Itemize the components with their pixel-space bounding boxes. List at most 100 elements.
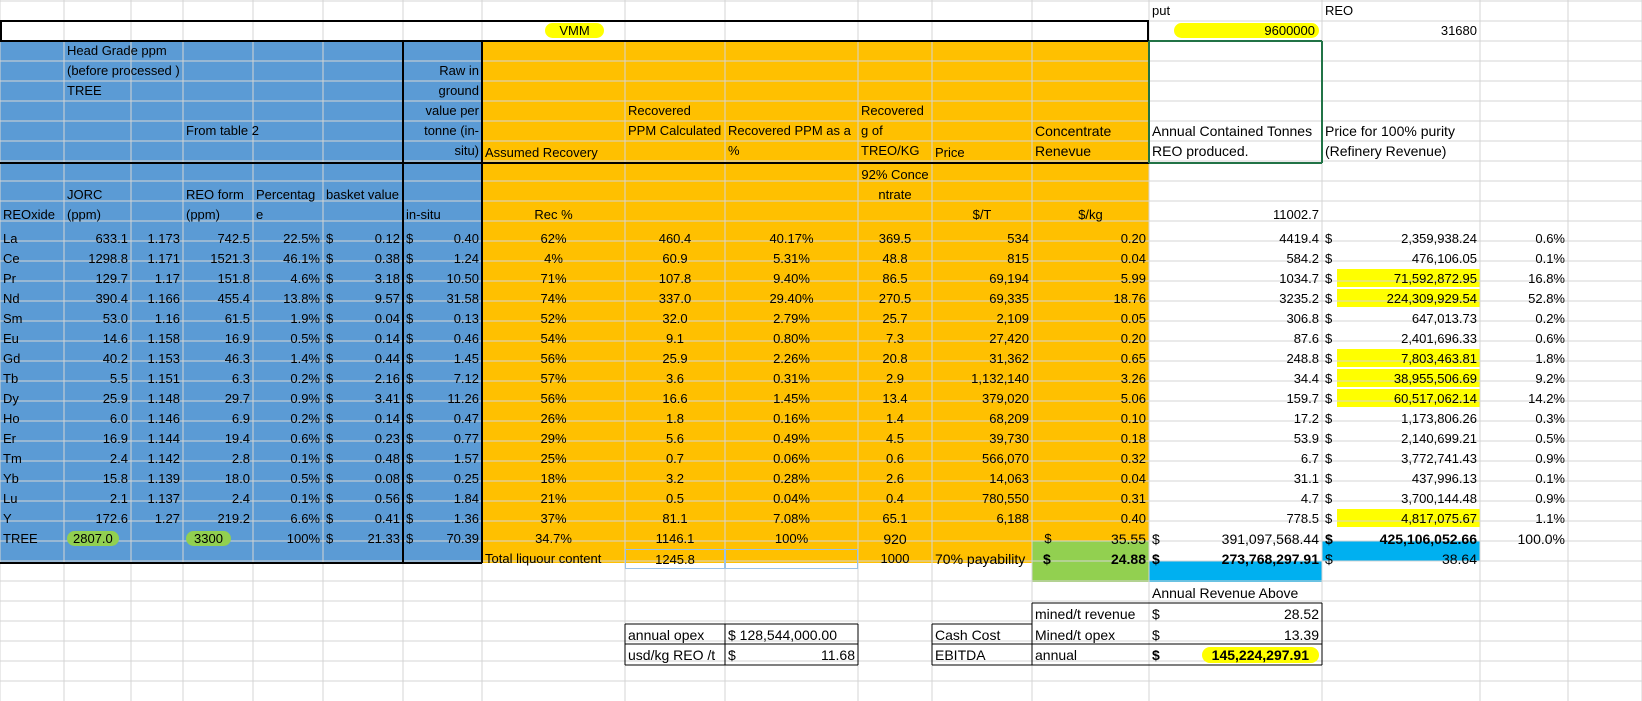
price100-value[interactable]: 437,996.13 — [1411, 470, 1477, 486]
price100-value[interactable]: 1,173,806.26 — [1401, 410, 1477, 426]
percentage-value[interactable]: 0.2% — [290, 370, 320, 386]
price100-currency[interactable]: $ — [1325, 350, 1333, 366]
price100-currency[interactable]: $ — [1325, 330, 1333, 346]
rec-g-value[interactable]: 369.5 — [878, 230, 912, 246]
rec-ppm-pct-value[interactable]: 7.08% — [773, 510, 810, 526]
insitu-currency[interactable]: $ — [406, 230, 414, 246]
rec-g-value[interactable]: 48.8 — [882, 250, 908, 266]
reo-label[interactable]: REO — [1325, 3, 1354, 18]
tree-conc[interactable]: 35.55 — [1110, 530, 1146, 547]
conc-kg-value[interactable]: 18.76 — [1113, 290, 1146, 306]
rec-ppm-pct-value[interactable]: 0.80% — [773, 330, 810, 346]
factor-value[interactable]: 1.153 — [147, 350, 180, 366]
price-t-value[interactable]: 534 — [1007, 230, 1029, 246]
annual-tonnes-value[interactable]: 584.2 — [1286, 250, 1319, 266]
rec-pct-value[interactable]: 21% — [540, 490, 567, 506]
element-name[interactable]: Tm — [3, 450, 22, 466]
share-value[interactable]: 0.6% — [1535, 330, 1565, 346]
insitu-value[interactable]: 0.40 — [453, 230, 479, 246]
ebitda-currency[interactable]: $ — [1152, 647, 1160, 663]
annual-opex-value[interactable]: $ 128,544,000.00 — [728, 627, 837, 643]
jorc-value[interactable]: 15.8 — [102, 470, 128, 486]
rec-g-value[interactable]: 86.5 — [882, 270, 908, 286]
basket-currency[interactable]: $ — [326, 470, 334, 486]
price100-value[interactable]: 7,803,463.81 — [1401, 350, 1477, 366]
insitu-value[interactable]: 1.36 — [453, 510, 479, 526]
basket-value[interactable]: 0.14 — [374, 330, 400, 346]
basket-value[interactable]: 0.04 — [374, 310, 400, 326]
rec-g-value[interactable]: 0.6 — [885, 450, 905, 466]
rec-ppm-value[interactable]: 32.0 — [662, 310, 688, 326]
tree-rec-ppm[interactable]: 1146.1 — [655, 530, 695, 546]
reo-form-value[interactable]: 6.9 — [231, 410, 250, 426]
cash-cost-label[interactable]: Cash Cost — [935, 627, 1001, 643]
price100-currency[interactable]: $ — [1325, 250, 1333, 266]
mined-rev-label[interactable]: mined/t revenue — [1035, 606, 1136, 622]
rec-g-value[interactable]: 1.4 — [885, 410, 905, 426]
reo-form-value[interactable]: 46.3 — [224, 350, 250, 366]
factor-value[interactable]: 1.171 — [147, 250, 180, 266]
rec-ppm-value[interactable]: 3.2 — [665, 470, 685, 486]
element-name[interactable]: Ce — [3, 250, 20, 266]
rec-ppm-pct-value[interactable]: 2.79% — [773, 310, 810, 326]
price100-value[interactable]: 38,955,506.69 — [1393, 370, 1477, 386]
basket-currency[interactable]: $ — [326, 410, 334, 426]
insitu-currency[interactable]: $ — [406, 290, 414, 306]
annual-tonnes-value[interactable]: 17.2 — [1293, 410, 1319, 426]
price100-currency[interactable]: $ — [1325, 470, 1333, 486]
percentage-value[interactable]: 0.5% — [290, 330, 320, 346]
reo-form-value[interactable]: 1521.3 — [210, 250, 250, 266]
sub-usd-kg[interactable]: $/kg — [1078, 207, 1103, 222]
factor-value[interactable]: 1.17 — [154, 270, 180, 286]
share-value[interactable]: 0.1% — [1535, 250, 1565, 266]
basket-value[interactable]: 0.23 — [374, 430, 400, 446]
tree-annual[interactable]: 391,097,568.44 — [1221, 530, 1319, 547]
price100-currency[interactable]: $ — [1325, 370, 1333, 386]
rec-pct-value[interactable]: 56% — [540, 390, 567, 406]
factor-value[interactable]: 1.146 — [147, 410, 180, 426]
basket-currency[interactable]: $ — [326, 290, 334, 306]
reo-form-value[interactable]: 61.5 — [224, 310, 250, 326]
jorc-value[interactable]: 5.5 — [109, 370, 128, 386]
basket-currency[interactable]: $ — [326, 390, 334, 406]
sub-annual-total[interactable]: 11002.7 — [1272, 207, 1319, 222]
put-value[interactable]: 9600000 — [1149, 21, 1322, 41]
jorc-value[interactable]: 40.2 — [102, 350, 128, 366]
reo-form-value[interactable]: 742.5 — [217, 230, 250, 246]
annual-tonnes-value[interactable]: 53.9 — [1293, 430, 1319, 446]
percentage-value[interactable]: 4.6% — [290, 270, 320, 286]
mined-rev-currency[interactable]: $ — [1152, 606, 1160, 622]
conc-kg-value[interactable]: 0.20 — [1120, 330, 1146, 346]
annual-tonnes-value[interactable]: 159.7 — [1286, 390, 1319, 406]
insitu-value[interactable]: 1.84 — [453, 490, 479, 506]
rec-ppm-pct-value[interactable]: 0.16% — [773, 410, 810, 426]
price100-currency[interactable]: $ — [1325, 290, 1333, 306]
rec-ppm-pct-value[interactable]: 0.04% — [773, 490, 810, 506]
insitu-value[interactable]: 0.77 — [453, 430, 479, 446]
sub-usd-t[interactable]: $/T — [972, 207, 992, 222]
basket-value[interactable]: 0.56 — [374, 490, 400, 506]
liquor-blank[interactable] — [725, 549, 858, 569]
insitu-value[interactable]: 0.25 — [453, 470, 479, 486]
price100-currency[interactable]: $ — [1325, 310, 1333, 326]
reo-form-value[interactable]: 2.8 — [231, 450, 250, 466]
price100-value[interactable]: 647,013.73 — [1411, 310, 1477, 326]
rec-ppm-value[interactable]: 0.5 — [665, 490, 685, 506]
price-t-value[interactable]: 815 — [1007, 250, 1029, 266]
share-value[interactable]: 0.3% — [1535, 410, 1565, 426]
header-head-grade[interactable]: Head Grade ppm (before processed ) TREE — [67, 43, 180, 98]
price-t-value[interactable]: 39,730 — [989, 430, 1029, 446]
usd-kg-currency[interactable]: $ — [728, 647, 736, 663]
header-annual-contained[interactable]: Annual Contained Tonnes REO produced. — [1152, 123, 1313, 159]
element-name[interactable]: Dy — [3, 390, 19, 406]
basket-value[interactable]: 0.41 — [374, 510, 400, 526]
conc-kg-value[interactable]: 3.26 — [1120, 370, 1146, 386]
header-recovered-ppm-calc[interactable]: Recovered PPM Calculated — [628, 103, 722, 138]
factor-value[interactable]: 1.151 — [147, 370, 180, 386]
rec-g-value[interactable]: 65.1 — [882, 510, 908, 526]
reo-form-value[interactable]: 19.4 — [224, 430, 250, 446]
conc-kg-value[interactable]: 0.04 — [1120, 250, 1146, 266]
price-t-value[interactable]: 31,362 — [989, 350, 1029, 366]
insitu-value[interactable]: 10.50 — [446, 270, 479, 286]
header-assumed-recovery[interactable]: Assumed Recovery — [485, 145, 598, 160]
